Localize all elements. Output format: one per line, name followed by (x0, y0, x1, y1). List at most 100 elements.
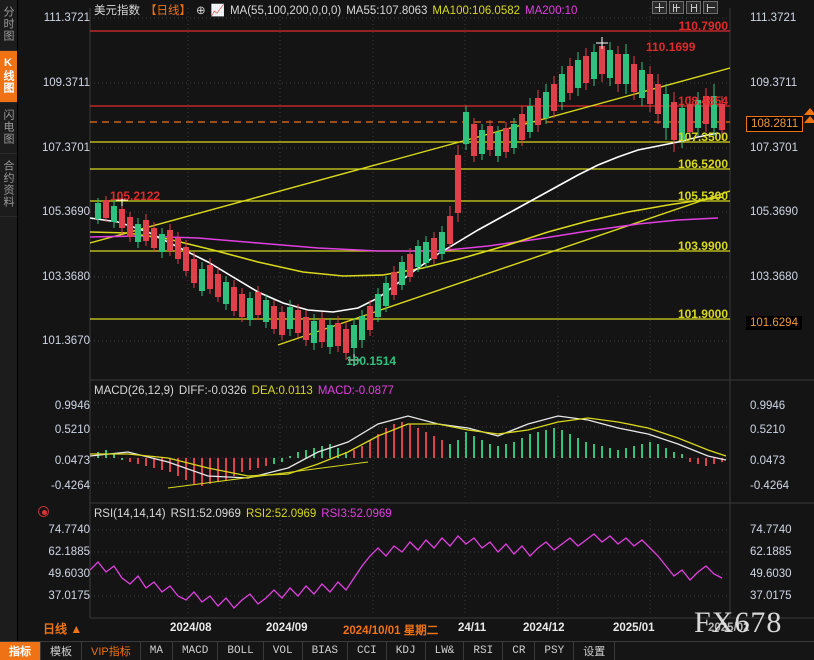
macd-histogram (97, 422, 723, 486)
macd-axis-0: 0.9946 (54, 400, 90, 412)
level-label-101-90: 101.9000 (677, 307, 728, 321)
rsi-line (90, 533, 723, 609)
price-axis-right-1: 109.3711 (750, 77, 798, 89)
sidebar-item-kline[interactable]: K线图 (0, 51, 17, 103)
left-sidebar: 分时图 K线图 闪电图 合约资料 (0, 0, 18, 641)
date-label-5: 2025/01 (613, 622, 655, 634)
macd-axis-right-2: 0.0473 (750, 455, 786, 467)
rsi2-value: RSI2:52.0969 (245, 508, 317, 520)
date-label-highlight: 2024/10/01 星期二 (343, 625, 439, 637)
toolbar-item-bias[interactable]: BIAS (303, 642, 348, 660)
kline-header: 美元指数 【日线】 ⊕ 📈 MA(55,100,200,0,0,0) MA55:107.8… (94, 2, 582, 18)
toolbar-item-vip-indicator[interactable]: VIP指标 (82, 642, 141, 660)
annotation-low-100-1514: 100.1514 (346, 354, 397, 368)
macd-axis-right-3: -0.4264 (750, 480, 790, 492)
bottom-toolbar: 指标 模板 VIP指标 MA MACD BOLL VOL BIAS CCI KD… (0, 641, 814, 660)
sidebar-item-timechart[interactable]: 分时图 (0, 0, 17, 51)
ma55-value: MA55:107.8063 (346, 5, 428, 17)
sidebar-item-contract-info[interactable]: 合约资料 (0, 154, 17, 217)
rsi-axis-right-1: 62.1885 (750, 546, 792, 558)
chart-canvas[interactable]: 美元指数 【日线】 ⊕ 📈 MA(55,100,200,0,0,0) MA55:107.8… (18, 0, 814, 639)
bottom-right-price-tag: 101.6294 (746, 316, 802, 330)
chart-svg (18, 0, 814, 622)
chart-tools (652, 1, 718, 14)
macd-axis-right-0: 0.9946 (750, 400, 786, 412)
toolbar-item-indicator[interactable]: 指标 (0, 642, 41, 660)
level-label-108-4854: 108.4854 (677, 94, 728, 108)
toolbar-item-cr[interactable]: CR (503, 642, 536, 660)
rsi1-value: RSI1:52.0969 (170, 508, 241, 520)
measure-right-tool-icon[interactable] (686, 1, 701, 14)
toolbar-spacer (615, 642, 814, 660)
period-status-label: 日线 ▲ (43, 622, 83, 636)
toolbar-item-template[interactable]: 模板 (41, 642, 82, 660)
chart-indicator-icon[interactable]: 📈 (210, 5, 225, 17)
level-label-110-79: 110.7900 (678, 19, 728, 33)
rsi-axis-right-0: 74.7740 (750, 524, 792, 536)
toolbar-item-macd[interactable]: MACD (173, 642, 219, 660)
rsi-formula[interactable]: RSI(14,14,14) (94, 508, 166, 520)
toolbar-item-cci[interactable]: CCI (348, 642, 387, 660)
rsi-axis-3: 37.0175 (48, 590, 90, 602)
ma55-line (90, 132, 719, 313)
macd-header: MACD(26,12,9) DIFF:-0.0326 DEA:0.0113 MACD:… (94, 385, 399, 397)
toolbar-item-lwr[interactable]: LW& (426, 642, 465, 660)
macd-panel (90, 402, 730, 489)
date-label-6: 2025/02 (708, 622, 750, 634)
date-axis: 2024/08 2024/09 2024/10/01 星期二 24/11 202… (18, 622, 814, 638)
expand-right-tool-icon[interactable] (703, 1, 718, 14)
period-tag: 【日线】 (145, 5, 191, 17)
level-label-105-53: 105.5300 (677, 189, 728, 203)
price-axis-right-2: 107.3701 (750, 142, 798, 154)
price-axis-left-0: 111.3721 (43, 12, 90, 24)
measure-left-tool-icon[interactable] (669, 1, 684, 14)
date-label-4: 2024/12 (523, 622, 565, 634)
rsi-axis-2: 49.6030 (48, 568, 90, 580)
record-dot-icon[interactable] (38, 506, 49, 517)
watermark-fx678: FX678 (694, 606, 783, 639)
price-axis-right-3: 105.3690 (750, 206, 798, 218)
ma-formula[interactable]: MA(55,100,200,0,0,0) (229, 5, 342, 17)
toolbar-item-rsi[interactable]: RSI (464, 642, 504, 660)
price-axis-left-2: 107.3701 (42, 142, 90, 154)
ma100-line (90, 196, 724, 277)
ma200-value: MA200:10 (525, 5, 578, 17)
toolbar-item-settings[interactable]: 设置 (574, 642, 616, 660)
price-axis-right-0: 111.3721 (750, 12, 797, 24)
ma200-line (90, 217, 719, 252)
rsi-axis-right-2: 49.6030 (750, 568, 792, 580)
price-arrow-up-icon-2 (804, 116, 814, 123)
price-axis-left-5: 101.3670 (42, 335, 90, 347)
trendline-lower (277, 190, 730, 346)
toolbar-item-psy[interactable]: PSY (535, 642, 575, 660)
date-label-0: 2024/08 (170, 622, 212, 634)
date-label-1: 2024/09 (266, 622, 308, 634)
rsi3-value: RSI3:52.0969 (321, 508, 392, 520)
macd-diff-value: DIFF:-0.0326 (178, 385, 247, 397)
crosshair-tool-icon[interactable] (652, 1, 667, 14)
toolbar-item-ma[interactable]: MA (141, 642, 173, 660)
rsi-axis-right-3: 37.0175 (750, 590, 792, 602)
level-label-106-52: 106.5200 (677, 157, 728, 171)
chart-main-area: 美元指数 【日线】 ⊕ 📈 MA(55,100,200,0,0,0) MA55:107.8… (18, 0, 814, 641)
price-axis-left-3: 105.3690 (42, 206, 90, 218)
rsi-axis-0: 74.7740 (48, 524, 90, 536)
macd-axis-1: 0.5210 (54, 424, 90, 436)
symbol-label: 美元指数 (94, 5, 140, 17)
macd-axis-2: 0.0473 (54, 455, 90, 467)
ma100-value: MA100:106.0582 (432, 5, 521, 17)
toolbar-item-boll[interactable]: BOLL (218, 642, 264, 660)
rsi-panel (90, 529, 730, 609)
macd-trendline (167, 461, 369, 489)
toolbar-item-kdj[interactable]: KDJ (387, 642, 426, 660)
candlestick-series (95, 38, 725, 360)
macd-axis-3: -0.4264 (50, 480, 90, 492)
macd-formula[interactable]: MACD(26,12,9) (94, 385, 174, 397)
level-label-103-99: 103.9900 (677, 239, 728, 253)
crosshair-icon[interactable]: ⊕ (196, 5, 206, 17)
price-axis-right-4: 103.3680 (750, 271, 798, 283)
macd-dea-value: DEA:0.0113 (251, 385, 313, 397)
sidebar-item-lightning[interactable]: 闪电图 (0, 103, 17, 154)
price-arrow-up-icon (804, 108, 814, 115)
toolbar-item-vol[interactable]: VOL (264, 642, 303, 660)
